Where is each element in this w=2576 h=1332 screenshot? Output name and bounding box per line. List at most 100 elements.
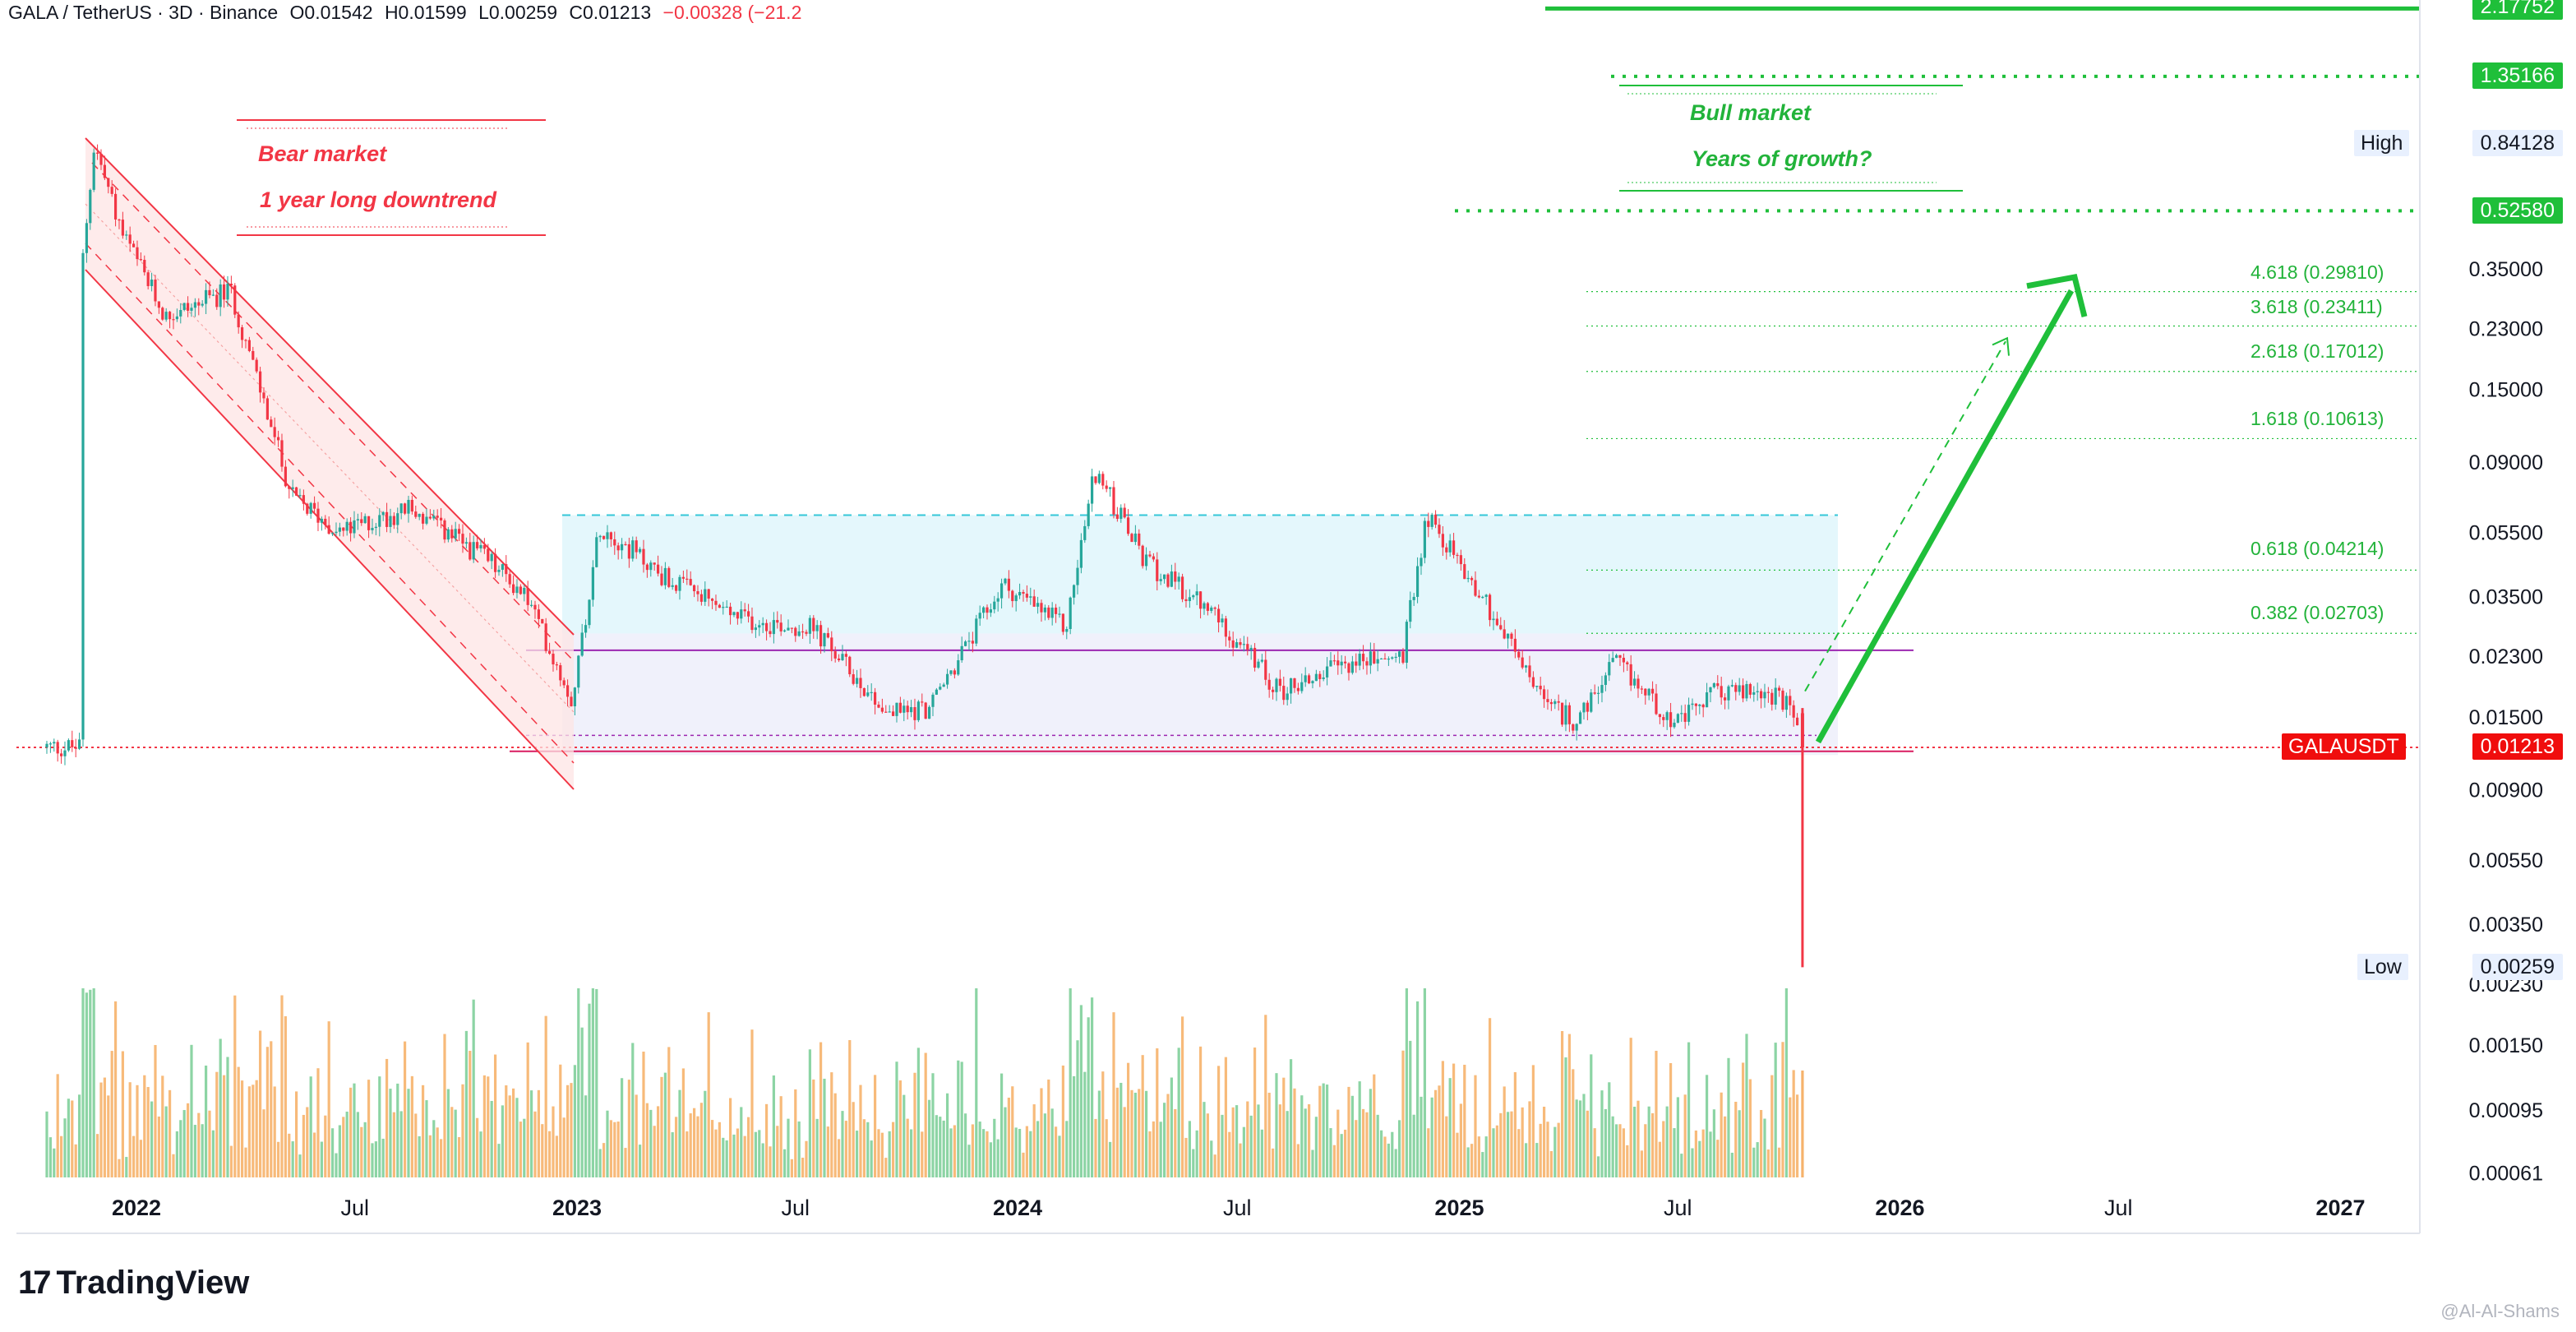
candle-body[interactable] — [1275, 678, 1278, 692]
candle-body[interactable] — [338, 527, 341, 532]
candle-body[interactable] — [678, 576, 681, 591]
candle-body[interactable] — [1680, 713, 1683, 715]
candle-body[interactable] — [410, 499, 413, 512]
candle-body[interactable] — [505, 564, 508, 575]
candle-body[interactable] — [353, 520, 356, 534]
bull-sub-note[interactable]: Years of growth? — [1692, 146, 1872, 171]
candle-body[interactable] — [1503, 629, 1506, 639]
candle-body[interactable] — [1694, 703, 1697, 706]
candle-body[interactable] — [602, 535, 606, 539]
candle-body[interactable] — [740, 609, 743, 619]
candle-body[interactable] — [631, 540, 635, 559]
candle-body[interactable] — [1203, 603, 1206, 609]
candle-body[interactable] — [718, 604, 721, 608]
candle-body[interactable] — [533, 604, 537, 610]
candle-body[interactable] — [1159, 579, 1162, 581]
candle-body[interactable] — [1355, 661, 1358, 666]
candle-body[interactable] — [262, 392, 265, 399]
candle-body[interactable] — [237, 314, 240, 328]
candle-body[interactable] — [1239, 642, 1242, 645]
candle-body[interactable] — [1673, 722, 1676, 728]
candle-body[interactable] — [627, 543, 630, 559]
candle-body[interactable] — [182, 303, 186, 311]
candle-body[interactable] — [801, 631, 805, 633]
candle-body[interactable] — [529, 604, 533, 606]
candle-body[interactable] — [1795, 717, 1799, 726]
candle-body[interactable] — [1611, 658, 1614, 663]
candle-body[interactable] — [193, 302, 196, 308]
candle-body[interactable] — [1774, 687, 1777, 705]
candle-body[interactable] — [844, 654, 847, 657]
candle-body[interactable] — [103, 164, 106, 178]
candle-body[interactable] — [1174, 571, 1177, 582]
candle-body[interactable] — [1720, 686, 1723, 698]
candle-body[interactable] — [89, 189, 92, 224]
candle-body[interactable] — [1138, 533, 1141, 546]
candle-body[interactable] — [363, 516, 367, 524]
candle-body[interactable] — [1517, 651, 1521, 658]
candle-body[interactable] — [859, 678, 862, 688]
candle-body[interactable] — [1734, 685, 1738, 692]
candle-body[interactable] — [942, 684, 945, 687]
candle-body[interactable] — [577, 655, 580, 688]
candle-body[interactable] — [418, 513, 421, 517]
candle-body[interactable] — [986, 607, 989, 613]
candle-body[interactable] — [1112, 487, 1115, 515]
candle-body[interactable] — [469, 542, 472, 560]
candle-body[interactable] — [255, 359, 258, 372]
candle-body[interactable] — [85, 223, 88, 253]
candle-body[interactable] — [595, 537, 598, 567]
candle-body[interactable] — [1575, 724, 1578, 731]
candle-body[interactable] — [1705, 692, 1709, 708]
candle-body[interactable] — [736, 612, 739, 619]
candle-body[interactable] — [588, 599, 591, 626]
candle-body[interactable] — [1018, 591, 1022, 596]
candle-body[interactable] — [1332, 660, 1336, 662]
candle-body[interactable] — [573, 687, 576, 706]
candle-body[interactable] — [1336, 660, 1340, 666]
candle-body[interactable] — [667, 567, 671, 587]
projection-arrow-solid[interactable] — [1815, 289, 2075, 744]
candle-body[interactable] — [1188, 597, 1191, 602]
candle-body[interactable] — [523, 588, 526, 594]
candle-body[interactable] — [161, 308, 164, 320]
candle-body[interactable] — [1156, 559, 1159, 581]
candle-body[interactable] — [1582, 702, 1586, 713]
candle-body[interactable] — [909, 707, 913, 713]
candle-body[interactable] — [1213, 607, 1216, 609]
candle-body[interactable] — [656, 564, 660, 574]
candle-body[interactable] — [1452, 540, 1456, 555]
candle-body[interactable] — [1593, 692, 1596, 694]
candle-body[interactable] — [107, 178, 110, 187]
candle-body[interactable] — [1253, 647, 1257, 668]
candle-body[interactable] — [1058, 613, 1061, 615]
candle-body[interactable] — [1637, 678, 1640, 689]
candle-body[interactable] — [725, 606, 728, 608]
candle-body[interactable] — [978, 613, 981, 619]
candle-body[interactable] — [1184, 599, 1188, 602]
candle-body[interactable] — [1484, 594, 1488, 597]
candle-body[interactable] — [63, 750, 67, 756]
candle-body[interactable] — [132, 243, 136, 247]
candle-body[interactable] — [906, 705, 909, 713]
symbol-title[interactable]: GALA / TetherUS · 3D · Binance — [8, 2, 279, 23]
candle-body[interactable] — [1499, 625, 1503, 630]
candle-body[interactable] — [1596, 692, 1600, 694]
candle-body[interactable] — [953, 670, 956, 675]
last-candle-body[interactable] — [1800, 713, 1804, 747]
candle-body[interactable] — [1141, 545, 1144, 567]
candle-body[interactable] — [1618, 654, 1622, 658]
bear-sub-note[interactable]: 1 year long downtrend — [260, 187, 497, 212]
candle-body[interactable] — [993, 601, 996, 610]
candle-body[interactable] — [487, 548, 490, 562]
candle-body[interactable] — [1170, 571, 1173, 587]
candle-body[interactable] — [1119, 507, 1123, 520]
candle-body[interactable] — [324, 518, 327, 525]
candle-body[interactable] — [121, 220, 124, 236]
candle-body[interactable] — [457, 529, 461, 534]
candle-body[interactable] — [1474, 580, 1477, 596]
candle-body[interactable] — [374, 526, 377, 529]
candle-body[interactable] — [1340, 661, 1343, 666]
candle-body[interactable] — [1257, 661, 1260, 668]
candle-body[interactable] — [1698, 704, 1701, 706]
